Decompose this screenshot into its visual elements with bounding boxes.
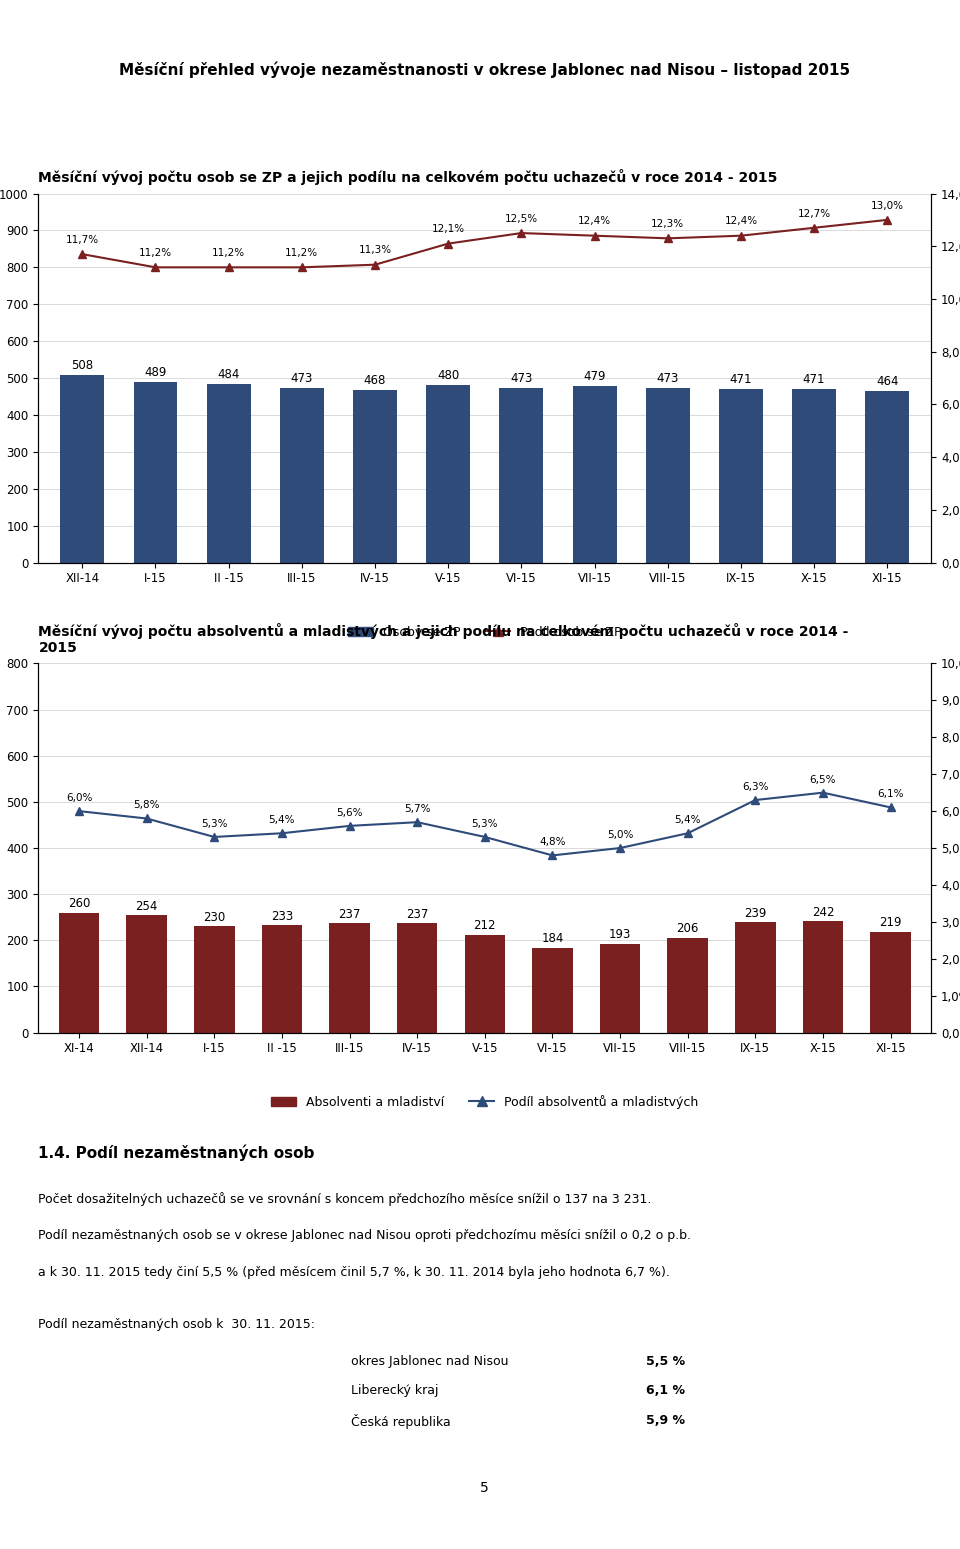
Text: 479: 479	[584, 370, 606, 383]
Bar	[572, 386, 616, 562]
Text: 464: 464	[876, 375, 899, 389]
Text: 206: 206	[677, 922, 699, 936]
Text: 1.4. Podíl nezaměstnaných osob: 1.4. Podíl nezaměstnaných osob	[38, 1145, 315, 1162]
Bar	[59, 912, 99, 1033]
Text: 184: 184	[541, 932, 564, 945]
Text: a k 30. 11. 2015 tedy činí 5,5 % (před měsícem činil 5,7 %, k 30. 11. 2014 byla : a k 30. 11. 2015 tedy činí 5,5 % (před m…	[38, 1267, 670, 1279]
Legend: Absolventi a mladiství, Podíl absolventů a mladistvých: Absolventi a mladiství, Podíl absolventů…	[266, 1090, 704, 1114]
Text: 13,0%: 13,0%	[871, 201, 903, 211]
Text: 5,9 %: 5,9 %	[645, 1414, 684, 1427]
Text: 11,2%: 11,2%	[285, 248, 319, 259]
Text: 5,0%: 5,0%	[607, 830, 634, 840]
Bar	[646, 387, 689, 562]
Text: 12,4%: 12,4%	[725, 217, 757, 226]
Bar	[127, 915, 167, 1033]
Bar	[735, 922, 776, 1033]
Bar	[465, 934, 505, 1033]
Text: 11,7%: 11,7%	[65, 235, 99, 245]
Text: Podíl nezaměstnaných osob se v okrese Jablonec nad Nisou oproti předchozímu měsí: Podíl nezaměstnaných osob se v okrese Ja…	[38, 1230, 691, 1242]
Text: Liberecký kraj: Liberecký kraj	[350, 1385, 439, 1397]
Text: 473: 473	[657, 372, 679, 386]
Bar	[133, 383, 178, 562]
Text: 237: 237	[338, 908, 361, 922]
Bar	[353, 390, 397, 562]
Text: Měsíční přehled vývoje nezaměstnanosti v okrese Jablonec nad Nisou – listopad 20: Měsíční přehled vývoje nezaměstnanosti v…	[119, 62, 851, 77]
Text: 471: 471	[803, 373, 826, 386]
Text: 237: 237	[406, 908, 428, 922]
Text: 6,1 %: 6,1 %	[645, 1385, 684, 1397]
Text: 260: 260	[68, 897, 90, 911]
Bar	[803, 922, 843, 1033]
Text: 5,4%: 5,4%	[675, 815, 701, 826]
Bar	[396, 923, 438, 1033]
Text: Měsíční vývoj počtu osob se ZP a jejich podílu na celkovém počtu uchazečů v roce: Měsíční vývoj počtu osob se ZP a jejich …	[38, 169, 778, 186]
Text: 11,3%: 11,3%	[358, 245, 392, 256]
Text: 11,2%: 11,2%	[212, 248, 245, 259]
Text: 12,3%: 12,3%	[651, 218, 684, 229]
Legend: Osoby se ZP, Podíl osob se ZP: Osoby se ZP, Podíl osob se ZP	[343, 621, 627, 644]
Text: 242: 242	[812, 906, 834, 919]
Text: Podíl nezaměstnaných osob k  30. 11. 2015:: Podíl nezaměstnaných osob k 30. 11. 2015…	[38, 1318, 316, 1331]
Text: 12,1%: 12,1%	[432, 225, 465, 234]
Bar	[261, 925, 302, 1033]
Bar	[719, 389, 763, 562]
Bar	[600, 943, 640, 1033]
Bar	[792, 389, 836, 562]
Bar	[667, 937, 708, 1033]
Text: 12,5%: 12,5%	[505, 214, 538, 225]
Text: Česká republika: Česká republika	[350, 1414, 450, 1430]
Text: 239: 239	[744, 908, 766, 920]
Text: 508: 508	[71, 359, 93, 372]
Text: 4,8%: 4,8%	[540, 838, 565, 847]
Text: 473: 473	[291, 372, 313, 386]
Text: 473: 473	[510, 372, 533, 386]
Text: Měsíční vývoj počtu absolventů a mladistvých a jejich podílu na celkovém počtu u: Měsíční vývoj počtu absolventů a mladist…	[38, 623, 849, 655]
Text: 484: 484	[218, 369, 240, 381]
Text: 11,2%: 11,2%	[139, 248, 172, 259]
Bar	[60, 375, 105, 562]
Bar	[206, 384, 251, 562]
Bar	[499, 387, 543, 562]
Text: 471: 471	[730, 373, 753, 386]
Text: 5: 5	[480, 1481, 490, 1495]
Bar	[280, 387, 324, 562]
Text: 219: 219	[879, 915, 901, 929]
Text: 5,7%: 5,7%	[404, 804, 430, 815]
Bar	[426, 386, 470, 562]
Text: 193: 193	[609, 928, 632, 942]
Text: 5,4%: 5,4%	[269, 815, 295, 826]
Text: Počet dosažitelných uchazečů se ve srovnání s koncem předchozího měsíce snížil o: Počet dosažitelných uchazečů se ve srovn…	[38, 1193, 652, 1207]
Text: 12,7%: 12,7%	[798, 209, 830, 218]
Bar	[329, 923, 370, 1033]
Bar	[194, 926, 234, 1033]
Text: 233: 233	[271, 909, 293, 923]
Text: 5,3%: 5,3%	[471, 819, 498, 829]
Text: 254: 254	[135, 900, 157, 912]
Text: 6,5%: 6,5%	[809, 774, 836, 784]
Text: 5,6%: 5,6%	[336, 807, 363, 818]
Text: 468: 468	[364, 373, 386, 387]
Text: 5,8%: 5,8%	[133, 801, 160, 810]
Text: 12,4%: 12,4%	[578, 217, 612, 226]
Text: 480: 480	[437, 370, 459, 383]
Bar	[865, 392, 909, 562]
Text: 489: 489	[144, 366, 167, 380]
Bar	[532, 948, 573, 1033]
Bar	[871, 931, 911, 1033]
Text: 6,1%: 6,1%	[877, 790, 904, 799]
Text: 5,5 %: 5,5 %	[645, 1355, 684, 1368]
Text: 212: 212	[473, 920, 496, 932]
Text: okres Jablonec nad Nisou: okres Jablonec nad Nisou	[350, 1355, 509, 1368]
Text: 6,3%: 6,3%	[742, 782, 769, 792]
Text: 5,3%: 5,3%	[201, 819, 228, 829]
Text: 230: 230	[204, 911, 226, 925]
Text: 6,0%: 6,0%	[66, 793, 92, 802]
